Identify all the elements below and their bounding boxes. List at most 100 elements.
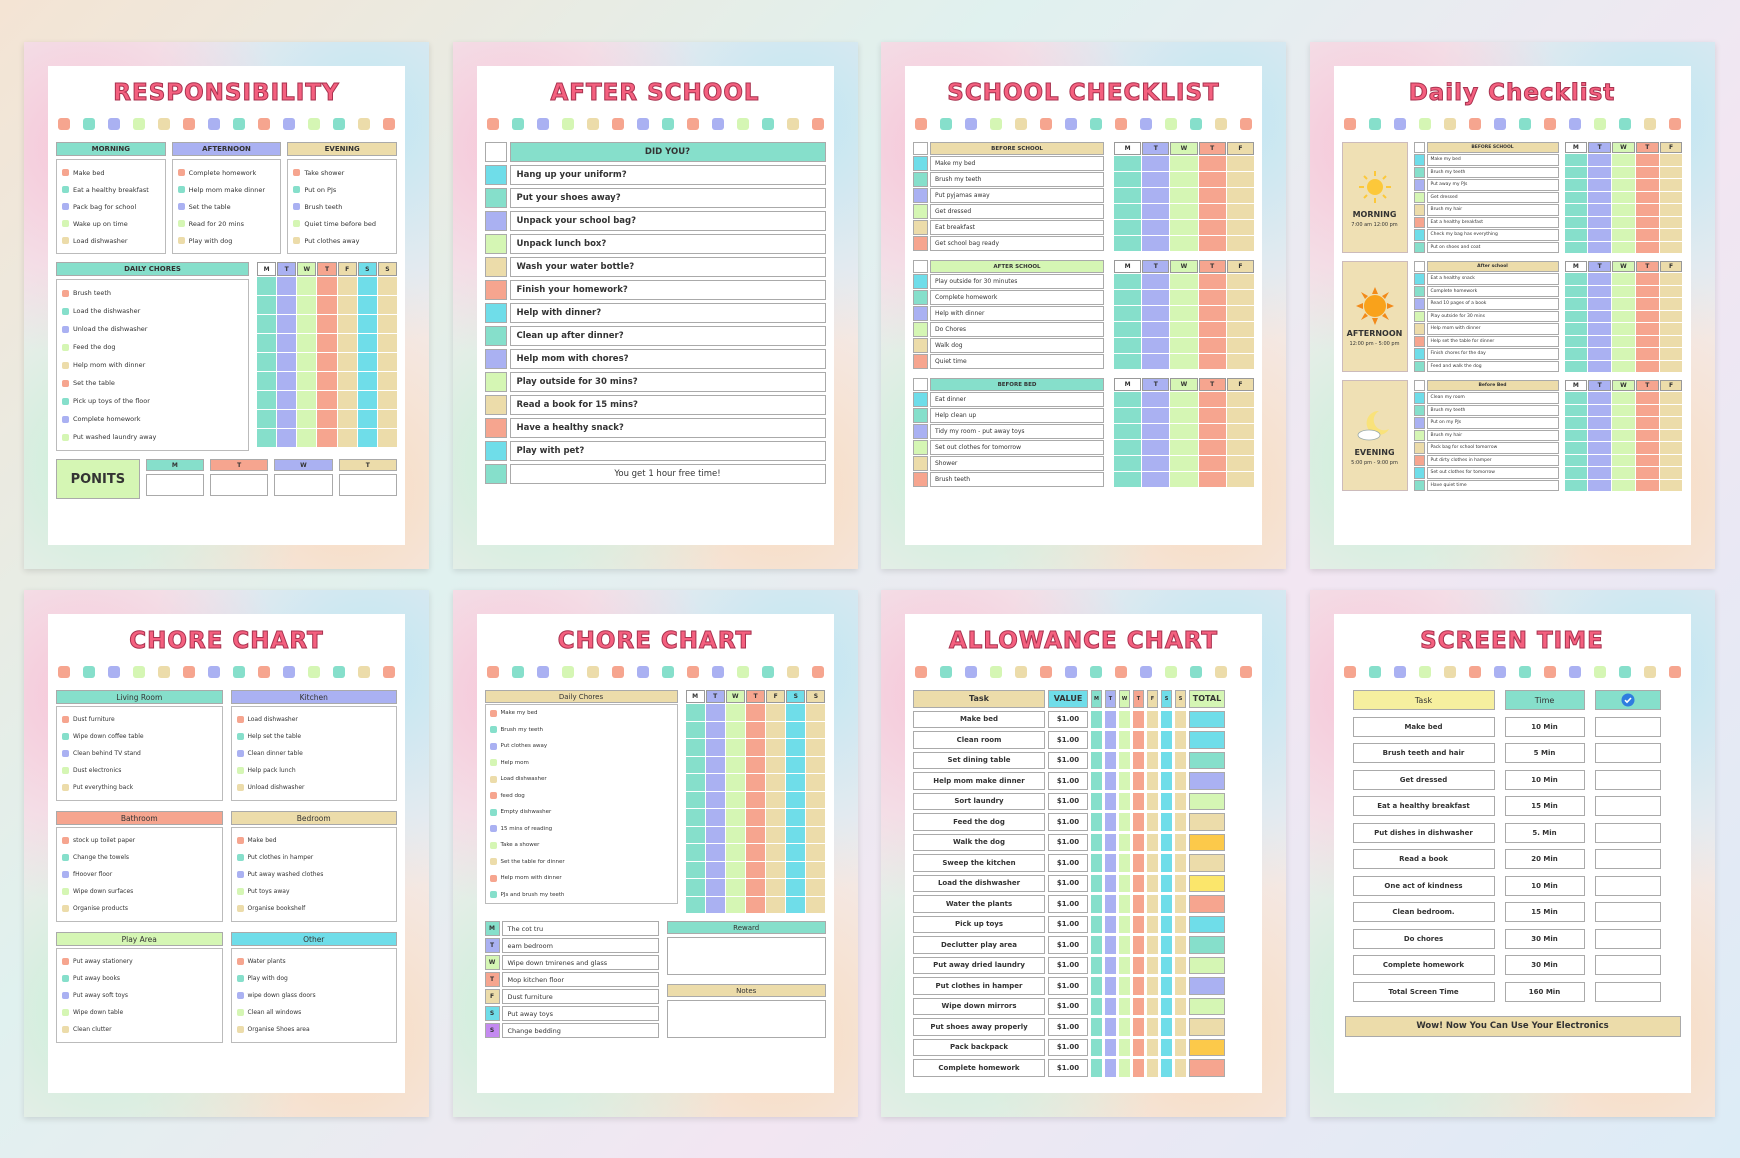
dot	[58, 118, 70, 130]
bullet	[62, 203, 69, 210]
bullet	[489, 775, 497, 783]
total-cell	[1189, 956, 1225, 974]
grid-cell	[1659, 310, 1683, 322]
section-heading: Bathroom	[56, 811, 223, 825]
grid-cell	[685, 896, 705, 913]
check-text: Get school bag ready	[930, 236, 1104, 251]
grid-cell	[257, 334, 277, 352]
bullet	[489, 742, 497, 750]
grid-cell	[1170, 204, 1198, 219]
list-item: feed dog	[489, 788, 673, 805]
dot	[1090, 118, 1102, 130]
day-cell	[1133, 977, 1144, 995]
grid-cell	[1588, 429, 1612, 441]
check-cell	[1594, 981, 1661, 1002]
dot	[183, 118, 195, 130]
item-text: Play with dog	[247, 975, 288, 982]
grid-cell	[1226, 408, 1254, 423]
check-square	[1413, 454, 1425, 466]
grid-cell	[377, 391, 397, 409]
sheet: RESPONSIBILITY MORNING Make bed Eat a healt…	[24, 42, 429, 569]
notes-heading: Notes	[666, 984, 826, 997]
day-cell	[1105, 731, 1116, 749]
day-cell	[1147, 854, 1158, 872]
grid-cell	[1142, 306, 1170, 321]
grid-cell	[1612, 360, 1635, 372]
weekly-task: eam bedroom	[501, 938, 659, 953]
dot	[1065, 666, 1077, 678]
check-text: Pack bag for school tomorrow	[1426, 442, 1559, 454]
grid-cell	[725, 809, 745, 826]
item-text: Put clothes in hamper	[247, 854, 314, 861]
dot	[1443, 118, 1456, 130]
weekly-row: S Change bedding	[484, 1023, 659, 1038]
day-cell	[1091, 1018, 1102, 1036]
dot	[1240, 666, 1252, 678]
check-row: Help set the table for dinner	[1413, 335, 1559, 347]
grid-cell	[1612, 204, 1635, 216]
grid-cell	[1612, 442, 1635, 454]
grid-cell	[725, 721, 745, 738]
check-row: Read 10 pages of a book	[1413, 298, 1559, 310]
day-cell	[1119, 751, 1130, 769]
points-day: T	[210, 459, 269, 499]
list-item: Put toys away	[236, 883, 392, 900]
grid-cell	[705, 879, 725, 896]
day-header: T	[1635, 142, 1659, 153]
grid-cell	[1588, 298, 1612, 310]
day-header: W	[1170, 260, 1198, 273]
grid-cell	[1226, 424, 1254, 439]
item-text: feed dog	[500, 792, 525, 799]
grid-cell	[297, 353, 317, 371]
value-cell: $1.00	[1048, 874, 1088, 892]
grid-cell	[745, 861, 766, 878]
dot	[183, 666, 195, 678]
day-cell	[1147, 731, 1158, 749]
check-text: Have quiet time	[1426, 479, 1559, 491]
grid-cell	[745, 879, 766, 896]
day-cell	[1119, 772, 1130, 790]
day-header: T	[1635, 380, 1659, 391]
day-cell	[1161, 751, 1172, 769]
check-text: Put on shoes and coat	[1426, 241, 1559, 253]
grid-cell	[745, 774, 766, 791]
heading-row: BEFORE SCHOOL	[913, 142, 1104, 155]
time-range: 7:00 am 12:00 pm	[1351, 222, 1398, 228]
grid-cell	[317, 334, 337, 352]
day-header: S	[786, 690, 806, 703]
section-heading: AFTERNOON	[171, 142, 282, 156]
grid-cell	[1635, 479, 1659, 491]
weekly-day: T	[484, 972, 500, 987]
bullet	[62, 975, 69, 982]
grid-cell	[1170, 424, 1198, 439]
grid-cell	[1170, 338, 1198, 353]
grid-cell	[1226, 338, 1254, 353]
grid-cell	[1142, 290, 1170, 305]
check-text: Feed and walk the dog	[1426, 360, 1559, 372]
day-cell	[1105, 1059, 1116, 1077]
day-cell	[1119, 936, 1130, 954]
grid-cell	[1564, 479, 1588, 491]
grid-cell	[1142, 322, 1170, 337]
check-square	[484, 441, 507, 461]
grid-cell	[357, 296, 377, 314]
grid-cell	[745, 739, 766, 756]
dot	[1518, 666, 1531, 678]
grid-cell	[257, 391, 277, 409]
list-item: Wipe down coffee table	[62, 728, 217, 745]
daily-chores: DAILY CHORES Brush teeth Load the dishwash…	[56, 262, 397, 451]
grid-cell	[1588, 273, 1612, 285]
check-square	[1413, 348, 1425, 360]
grid-cell	[1564, 229, 1588, 241]
grid-cell	[317, 277, 337, 295]
grid-cell	[1612, 191, 1635, 203]
check-text: Help with dinner?	[509, 303, 826, 323]
check-square	[913, 188, 928, 203]
list-box: Make my bed Brush my teeth Put clothes awa…	[484, 704, 678, 904]
dot	[1215, 118, 1227, 130]
item-text: Eat a healthy breakfast	[73, 185, 149, 194]
grid-cell	[705, 861, 725, 878]
check-text: Wash your water bottle?	[509, 257, 826, 277]
grid-cell	[1635, 204, 1659, 216]
